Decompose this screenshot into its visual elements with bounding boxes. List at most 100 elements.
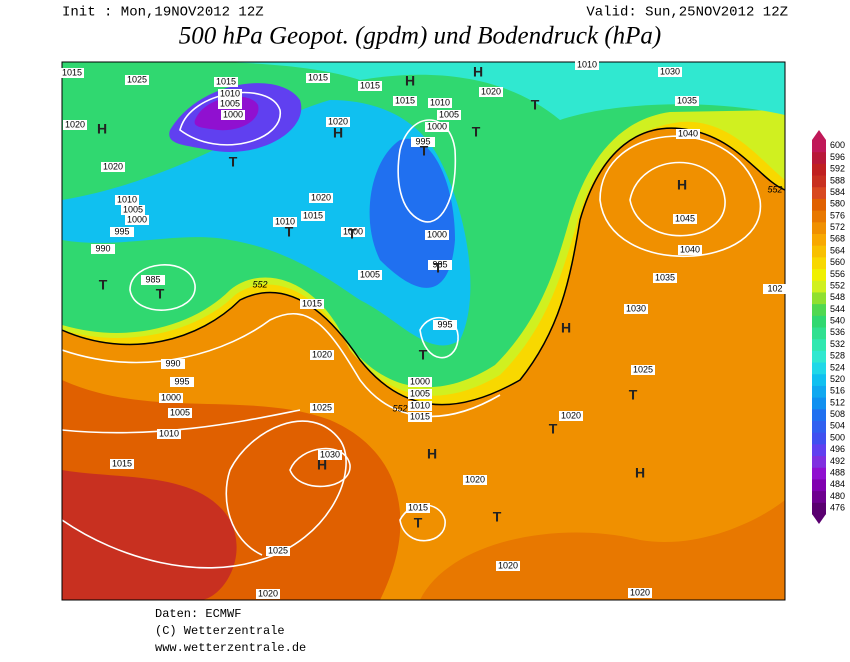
high-pressure-label: H xyxy=(333,125,343,141)
low-pressure-label: T xyxy=(229,154,238,170)
pressure-label: 995 xyxy=(437,319,452,329)
pressure-label: 1010 xyxy=(159,428,179,438)
pressure-label: 1020 xyxy=(311,192,331,202)
pressure-label: 1000 xyxy=(127,214,147,224)
pressure-label: 1010 xyxy=(220,88,240,98)
pressure-label-bg xyxy=(673,214,697,224)
pressure-label: 1015 xyxy=(360,80,380,90)
colorbar-label: 536 xyxy=(830,327,845,337)
colorbar-cell xyxy=(812,233,826,246)
colorbar-cell xyxy=(812,478,826,492)
pressure-label: 1020 xyxy=(630,587,650,597)
pressure-label: 102 xyxy=(767,283,782,293)
pressure-label: 1040 xyxy=(680,244,700,254)
pressure-label-bg xyxy=(301,211,325,221)
colorbar-cell xyxy=(812,163,826,176)
pressure-label-bg xyxy=(115,195,139,205)
pressure-label-bg xyxy=(273,217,297,227)
colorbar-label: 488 xyxy=(830,467,845,477)
pressure-label-bg xyxy=(425,122,449,132)
colorbar-label: 520 xyxy=(830,374,845,384)
colorbar-label: 492 xyxy=(830,456,845,466)
colorbar-cell xyxy=(812,397,826,410)
colorbar-cell xyxy=(812,151,826,164)
pressure-label: 1035 xyxy=(677,95,697,105)
pressure-label: 1020 xyxy=(481,86,501,96)
pressure-label-bg xyxy=(306,73,330,83)
colorbar-cell xyxy=(812,338,826,351)
pressure-label: 1045 xyxy=(675,213,695,223)
pressure-label-bg xyxy=(159,393,183,403)
colorbar-cell xyxy=(812,280,826,293)
colorbar-label: 504 xyxy=(830,421,845,431)
pressure-label: 1005 xyxy=(439,109,459,119)
pressure-label-bg xyxy=(341,227,365,237)
colorbar-cell xyxy=(812,175,826,188)
pressure-label: 1015 xyxy=(302,298,322,308)
colorbar-label: 584 xyxy=(830,187,845,197)
pressure-label-bg xyxy=(411,137,435,147)
footer-source: Daten: ECMWF xyxy=(155,607,241,621)
pressure-label: 1020 xyxy=(561,410,581,420)
colorbar-cell xyxy=(812,502,826,515)
pressure-label: 1010 xyxy=(430,97,450,107)
pressure-label-bg xyxy=(624,304,648,314)
colorbar-label: 512 xyxy=(830,397,845,407)
pressure-label: 995 xyxy=(174,376,189,386)
colorbar-arrow-bottom xyxy=(812,514,826,524)
colorbar-arrow-top xyxy=(812,130,826,140)
init-time: Init : Mon,19NOV2012 12Z xyxy=(62,5,264,21)
low-pressure-label: T xyxy=(472,124,481,140)
colorbar-label: 560 xyxy=(830,257,845,267)
pressure-label-bg xyxy=(168,408,192,418)
pressure-label: 1020 xyxy=(328,116,348,126)
colorbar-cell xyxy=(812,408,826,421)
pressure-label: 1010 xyxy=(117,194,137,204)
pressure-label: 1030 xyxy=(660,66,680,76)
colorbar-label: 568 xyxy=(830,234,845,244)
pressure-label: 1000 xyxy=(427,121,447,131)
pressure-label: 1025 xyxy=(268,545,288,555)
colorbar-cell xyxy=(812,373,826,386)
colorbar-label: 524 xyxy=(830,362,845,372)
pressure-label: 1020 xyxy=(103,161,123,171)
pressure-label: 1015 xyxy=(62,67,82,77)
low-pressure-label: T xyxy=(420,143,429,159)
pressure-label: 1005 xyxy=(360,269,380,279)
colorbar-cell xyxy=(812,256,826,270)
pressure-label-bg xyxy=(678,245,702,255)
colorbar-cell xyxy=(812,362,826,375)
pressure-label-bg xyxy=(408,401,432,411)
colorbar-cell xyxy=(812,467,826,480)
low-pressure-label: T xyxy=(419,347,428,363)
pressure-label-bg xyxy=(358,270,382,280)
pressure-label-bg xyxy=(428,260,452,270)
high-pressure-label: H xyxy=(561,320,571,336)
pressure-label-bg xyxy=(676,129,700,139)
pressure-label: 1015 xyxy=(308,72,328,82)
colorbar-cell xyxy=(812,268,826,281)
pressure-label: 1005 xyxy=(170,407,190,417)
pressure-label: 985 xyxy=(145,274,160,284)
pressure-label: 1005 xyxy=(410,388,430,398)
colorbar-label: 588 xyxy=(830,175,845,185)
colorbar-label: 580 xyxy=(830,199,845,209)
pressure-label-bg xyxy=(408,412,432,422)
pressure-label-bg xyxy=(408,389,432,399)
pressure-label: 1000 xyxy=(223,109,243,119)
pressure-label: 1015 xyxy=(303,210,323,220)
pressure-label-bg xyxy=(463,475,487,485)
pressure-label-bg xyxy=(125,75,149,85)
pressure-label-bg xyxy=(326,117,350,127)
pressure-label-bg xyxy=(559,411,583,421)
colorbar-label: 572 xyxy=(830,222,845,232)
colorbar-cell xyxy=(812,221,826,234)
low-pressure-label: T xyxy=(629,387,638,403)
low-pressure-label: T xyxy=(549,421,558,437)
pressure-label: 1000 xyxy=(410,376,430,386)
high-pressure-label: H xyxy=(405,73,415,89)
high-pressure-label: H xyxy=(317,457,327,473)
pressure-label-bg xyxy=(425,230,449,240)
pressure-label-bg xyxy=(479,87,503,97)
colorbar-cell xyxy=(812,140,826,153)
